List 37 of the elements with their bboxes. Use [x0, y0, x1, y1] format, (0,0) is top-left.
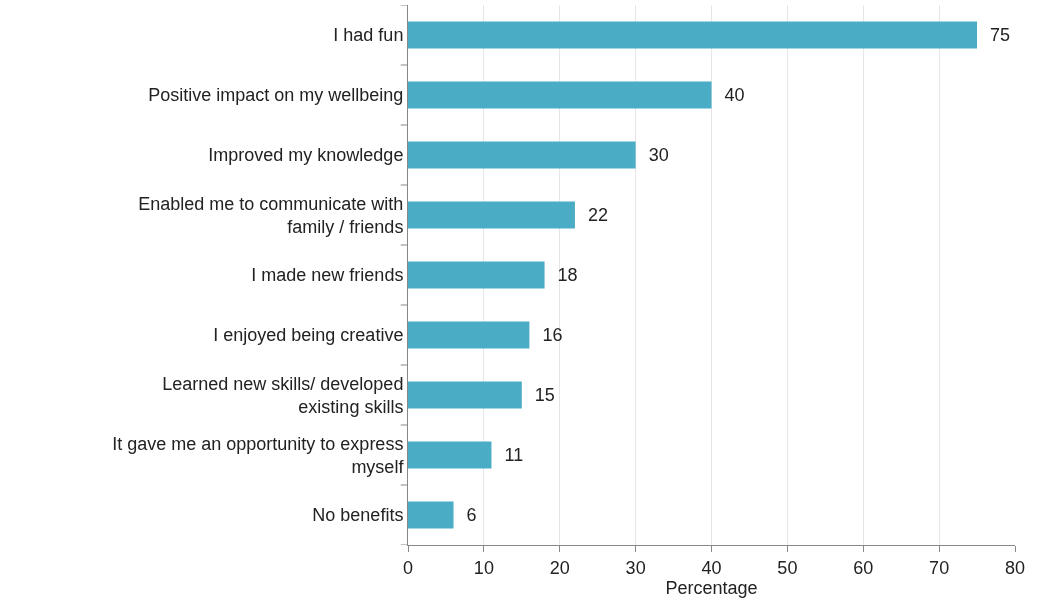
x-tick-label: 0: [402, 557, 414, 578]
bar: [408, 81, 712, 109]
x-tick-label: 30: [625, 557, 646, 578]
bar: [408, 441, 492, 469]
x-axis-title: Percentage: [665, 577, 758, 598]
data-label: 30: [638, 145, 669, 165]
y-tick-label: Enabled me to communicate with family / friends: [138, 193, 404, 237]
x-tick-label: 60: [853, 557, 874, 578]
data-label: 40: [714, 85, 745, 105]
bar: [408, 141, 636, 169]
x-tick-label: 40: [701, 557, 722, 578]
y-tick-label: Improved my knowledge: [208, 145, 404, 166]
bar: [408, 21, 978, 49]
bar: [408, 381, 522, 409]
bar: [408, 201, 575, 229]
data-label: 16: [532, 325, 563, 345]
data-label: 22: [577, 205, 608, 225]
data-label: 11: [494, 445, 524, 465]
data-label: 6: [456, 505, 477, 525]
y-tick-label: I enjoyed being creative: [213, 325, 404, 346]
bar: [408, 501, 454, 529]
y-tick-label: I had fun: [333, 25, 404, 46]
x-tick-label: 20: [549, 557, 570, 578]
x-tick-label: 10: [473, 557, 494, 578]
x-tick-label: 70: [929, 557, 950, 578]
y-tick-label: Positive impact on my wellbeing: [148, 85, 404, 106]
x-tick-label: 80: [1004, 557, 1026, 578]
y-tick-label: Learned new skills/ developed existing skills: [162, 373, 404, 417]
data-label: 18: [547, 265, 578, 285]
data-label: 75: [980, 25, 1011, 45]
y-tick-label: It gave me an opportunity to express myself: [112, 433, 405, 477]
bar: [408, 261, 545, 289]
bar: [408, 321, 530, 349]
y-tick-label: No benefits: [312, 505, 404, 526]
x-tick-label: 50: [777, 557, 798, 578]
y-tick-label: I made new friends: [251, 265, 404, 286]
data-label: 15: [524, 385, 555, 405]
